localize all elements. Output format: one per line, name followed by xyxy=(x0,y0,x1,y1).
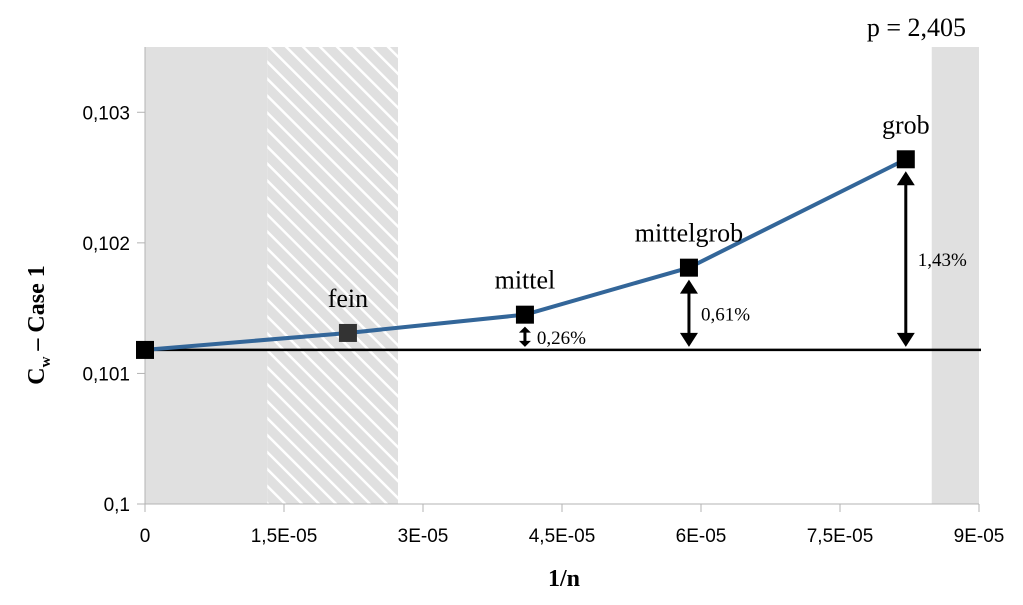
deviation-arrowhead-down-2 xyxy=(896,332,915,347)
x-tick-label-5: 7,5E-05 xyxy=(807,526,874,547)
data-point-2 xyxy=(515,305,534,324)
data-point-4 xyxy=(896,150,915,169)
shaded-region-2 xyxy=(931,47,979,504)
shaded-region-0 xyxy=(145,47,268,504)
deviation-arrowhead-down-0 xyxy=(518,340,531,347)
point-label-3: mittelgrob xyxy=(635,219,743,248)
y-axis-title-suffix: – Case 1 xyxy=(24,265,50,356)
deviation-arrowhead-up-1 xyxy=(679,279,698,294)
data-point-1 xyxy=(338,323,357,342)
y-tick-label-2: 0,102 xyxy=(82,234,130,255)
shaded-region-1 xyxy=(267,47,398,504)
x-tick-label-3: 4,5E-05 xyxy=(529,526,596,547)
x-tick-label-2: 3E-05 xyxy=(398,526,449,547)
x-axis-title: 1/n xyxy=(548,566,580,592)
corner-label: p = 2,405 xyxy=(867,13,966,42)
data-point-0 xyxy=(136,340,154,359)
deviation-arrowhead-down-1 xyxy=(679,332,698,347)
y-axis-title: Cw – Case 1 xyxy=(24,265,54,385)
deviation-arrowhead-up-2 xyxy=(896,171,915,186)
y-tick-label-0: 0,1 xyxy=(104,495,130,516)
deviation-label-0: 0,26% xyxy=(537,328,586,349)
y-axis-title-sub: w xyxy=(38,356,54,367)
x-tick-label-0: 0 xyxy=(140,526,151,547)
deviation-label-1: 0,61% xyxy=(701,304,750,325)
x-tick-label-1: 1,5E-05 xyxy=(251,526,318,547)
data-point-3 xyxy=(679,258,698,277)
y-tick-label-1: 0,101 xyxy=(82,364,130,385)
point-label-4: grob xyxy=(882,110,930,139)
point-label-1: fein xyxy=(328,284,368,313)
deviation-label-2: 1,43% xyxy=(918,250,967,271)
x-tick-label-4: 6E-05 xyxy=(676,526,727,547)
x-tick-label-6: 9E-05 xyxy=(954,526,1005,547)
y-tick-label-3: 0,103 xyxy=(82,103,130,124)
y-axis-title-main: C xyxy=(24,367,50,384)
point-label-2: mittel xyxy=(495,266,556,295)
deviation-arrowhead-up-0 xyxy=(518,326,531,333)
